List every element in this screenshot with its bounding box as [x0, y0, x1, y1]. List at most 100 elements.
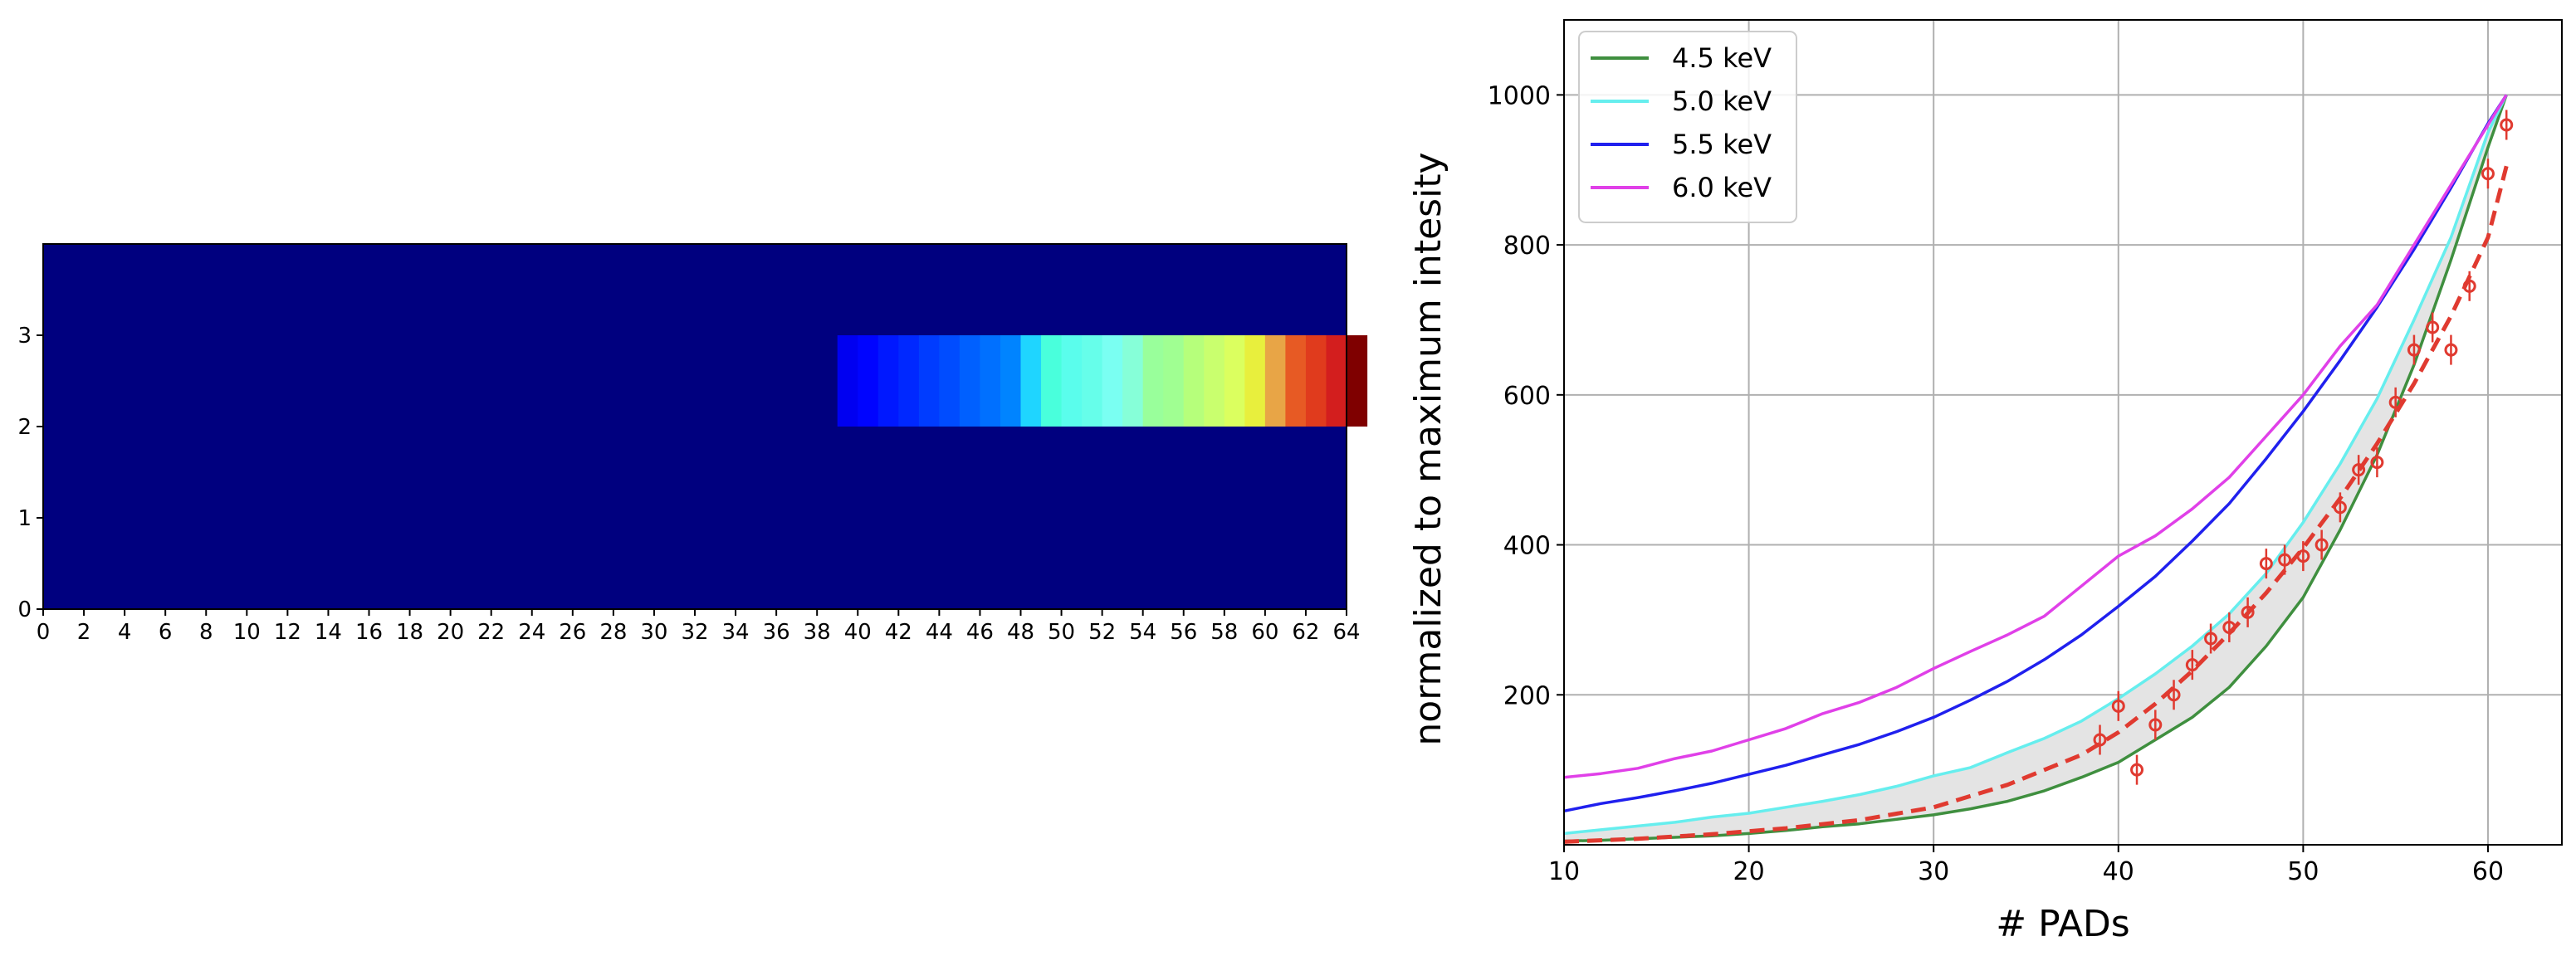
heatmap-cell [837, 335, 858, 427]
legend-label: 4.5 keV [1672, 42, 1772, 74]
heatmap-cell [858, 335, 879, 427]
x-tick-label: 6 [159, 620, 173, 645]
heatmap-cell [918, 335, 940, 427]
x-tick-label: 46 [966, 620, 994, 645]
series-line-5-0-kev [1563, 94, 2508, 836]
y-tick-label: 0 [17, 598, 32, 622]
x-tick-label: 24 [518, 620, 545, 645]
x-tick-label: 56 [1170, 620, 1197, 645]
heatmap-cell [939, 335, 961, 427]
x-tick-label: 10 [233, 620, 261, 645]
data-point [2333, 492, 2347, 523]
heatmap-cell [1000, 335, 1022, 427]
x-tick-label: 42 [885, 620, 912, 645]
legend-label: 5.0 keV [1672, 85, 1772, 117]
legend-entry: 5.0 keV [1591, 85, 1772, 117]
x-tick-label: 20 [437, 620, 464, 645]
heatmap-y-ticks: 0 1 2 3 [17, 324, 43, 622]
heatmap-cell [959, 335, 981, 427]
data-point [2259, 549, 2273, 579]
heatmap-cell [980, 335, 1001, 427]
heatmap-cell [898, 335, 920, 427]
x-tick-label: 40 [2103, 857, 2134, 886]
series-line-6-0-kev [1563, 94, 2508, 779]
x-tick-label: 44 [926, 620, 953, 645]
legend-entry: 6.0 keV [1591, 172, 1772, 203]
x-tick-label: 54 [1129, 620, 1156, 645]
legend: 4.5 keV 5.0 keV 5.5 keV 6.0 keV [1578, 31, 1797, 223]
data-point [2130, 754, 2144, 785]
x-tick-label: 40 [844, 620, 872, 645]
heatmap-cell [1122, 335, 1144, 427]
data-point [2204, 623, 2218, 654]
x-tick-label: 60 [2472, 857, 2504, 886]
data-point [2111, 690, 2125, 721]
y-tick-label: 200 [1503, 681, 1551, 710]
heatmap-cell [1142, 335, 1164, 427]
y-tick-label: 800 [1503, 232, 1551, 261]
y-tick-label: 400 [1503, 532, 1551, 561]
data-point [2352, 455, 2366, 485]
data-point [2388, 387, 2402, 417]
x-tick-label: 58 [1210, 620, 1238, 645]
y-tick-label: 1 [17, 506, 32, 531]
data-point [2241, 597, 2255, 627]
x-tick-label: 62 [1292, 620, 1319, 645]
x-tick-label: 52 [1088, 620, 1116, 645]
data-point [2314, 529, 2329, 560]
x-tick-label: 22 [477, 620, 505, 645]
heatmap-cells [43, 244, 1368, 609]
measured-points [2093, 110, 2514, 785]
heatmap-cell [1020, 335, 1042, 427]
data-point [2444, 334, 2458, 365]
data-point [2148, 710, 2163, 740]
x-tick-label: 10 [1548, 857, 1580, 886]
line-chart-panel: 10 20 30 40 50 60 200 400 600 800 1000 # PADs nor… [1407, 19, 2563, 945]
x-tick-label: 50 [2287, 857, 2319, 886]
heatmap-cell [1183, 335, 1205, 427]
x-tick-label: 60 [1251, 620, 1278, 645]
x-tick-label: 18 [396, 620, 423, 645]
legend-label: 5.5 keV [1672, 129, 1772, 160]
x-tick-label: 4 [118, 620, 132, 645]
heatmap-cell [1102, 335, 1123, 427]
fit-curve-line [1563, 165, 2509, 844]
data-point [2185, 650, 2199, 680]
y-axis-label: normalized to maximum intesity [1407, 152, 1449, 745]
heatmap-x-ticks: 0 2 4 6 8 10 12 14 16 18 20 22 24 26 28 30 32 34 36 38 40 42 4… [37, 609, 1361, 645]
x-tick-label: 26 [559, 620, 586, 645]
data-point [2222, 612, 2236, 642]
x-tick-label: 16 [355, 620, 383, 645]
data-point [2407, 334, 2421, 365]
x-tick-label: 30 [1918, 857, 1949, 886]
heatmap-cell [1305, 335, 1327, 427]
heatmap-cell [1041, 335, 1063, 427]
data-point [2278, 544, 2292, 575]
heatmap-panel: 0 2 4 6 8 10 12 14 16 18 20 22 24 26 28 30 32 34 36 38 40 42 4… [17, 243, 1368, 645]
x-tick-label: 48 [1007, 620, 1034, 645]
y-tick-label: 3 [17, 324, 32, 349]
y-tick-label: 1000 [1488, 81, 1551, 110]
heatmap-cell [1285, 335, 1307, 427]
y-tick-label: 2 [17, 415, 32, 440]
legend-entry: 5.5 keV [1591, 129, 1772, 160]
x-tick-label: 8 [199, 620, 213, 645]
data-point [2426, 312, 2440, 343]
x-tick-label: 0 [37, 620, 51, 645]
x-axis-label: # PADs [1996, 903, 2129, 945]
data-point [2296, 541, 2310, 572]
legend-entry: 4.5 keV [1591, 42, 1772, 74]
line-chart-y-ticks: 200 400 600 800 1000 [1488, 81, 1564, 710]
data-point [2462, 271, 2476, 301]
x-tick-label: 28 [599, 620, 627, 645]
x-tick-label: 2 [77, 620, 91, 645]
line-chart-frame [1563, 19, 2563, 846]
x-tick-label: 38 [804, 620, 831, 645]
heatmap-cell [1204, 335, 1225, 427]
series-line-4-5-kev [1563, 94, 2508, 843]
heatmap-cell [1082, 335, 1103, 427]
x-tick-label: 12 [274, 620, 301, 645]
heatmap-cell [1264, 335, 1287, 427]
heatmap-cell [1347, 335, 1368, 427]
